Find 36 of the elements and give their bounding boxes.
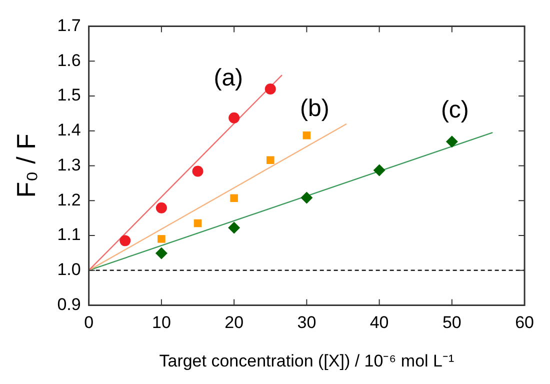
y-tick-label: 0.9 bbox=[57, 294, 81, 314]
x-tick-label: 30 bbox=[297, 313, 316, 332]
point bbox=[156, 202, 167, 214]
y-tick-label: 1.4 bbox=[57, 120, 81, 140]
series-label: (c) bbox=[440, 96, 469, 124]
x-axis-title: Target concentration ([X]) / 10⁻⁶ mol L⁻¹ bbox=[159, 351, 454, 370]
y-tick-label: 1.2 bbox=[57, 190, 81, 210]
point bbox=[266, 156, 274, 164]
point bbox=[264, 83, 276, 94]
point bbox=[300, 192, 313, 204]
point bbox=[192, 166, 204, 177]
x-tick-label: 20 bbox=[224, 313, 244, 332]
x-tick-label: 10 bbox=[152, 313, 171, 332]
point bbox=[228, 112, 240, 124]
y-tick-label: 1.7 bbox=[57, 16, 81, 35]
point bbox=[155, 247, 168, 260]
y-tick-label: 1.0 bbox=[57, 260, 81, 280]
y-tick-label: 1.1 bbox=[57, 225, 81, 244]
y-tick-label: 1.5 bbox=[57, 86, 81, 105]
point bbox=[158, 235, 166, 243]
point bbox=[373, 164, 386, 176]
point bbox=[120, 235, 131, 246]
x-tick-label: 50 bbox=[442, 313, 462, 332]
series-label: (b) bbox=[300, 94, 330, 122]
y-tick-label: 1.6 bbox=[57, 50, 81, 70]
point bbox=[194, 219, 202, 228]
y-tick-label: 1.3 bbox=[57, 155, 81, 174]
point bbox=[230, 194, 238, 202]
x-tick-label: 60 bbox=[515, 313, 534, 332]
series-label: (a) bbox=[214, 64, 244, 92]
x-tick-label: 0 bbox=[84, 313, 94, 332]
point bbox=[446, 136, 458, 148]
y-axis-title: F₀ / F bbox=[10, 134, 41, 198]
x-tick-label: 40 bbox=[370, 313, 389, 332]
point bbox=[228, 222, 240, 234]
point bbox=[302, 131, 311, 140]
